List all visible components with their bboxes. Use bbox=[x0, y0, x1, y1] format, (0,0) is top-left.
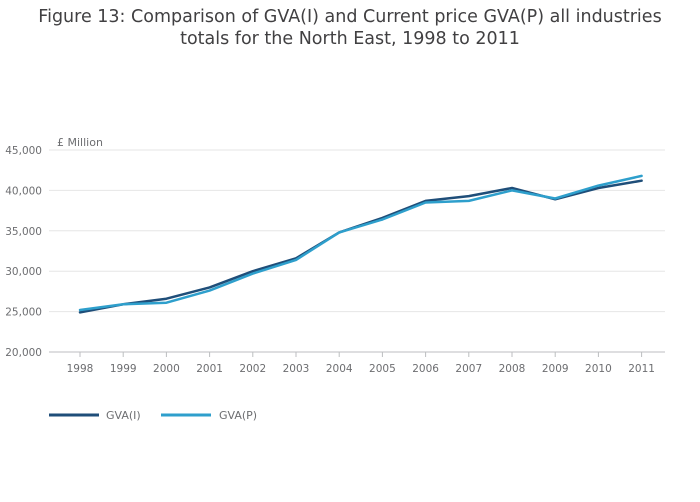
legend: GVA(I) GVA(P) bbox=[49, 409, 257, 422]
chart-title: Figure 13: Comparison of GVA(I) and Curr… bbox=[0, 6, 700, 50]
legend-label-gva-i: GVA(I) bbox=[106, 409, 141, 422]
grid-lines bbox=[49, 149, 665, 313]
x-tick-label: 1999 bbox=[110, 363, 137, 375]
chart-title-line-2: totals for the North East, 1998 to 2011 bbox=[180, 29, 520, 49]
x-axis-labels: 1998 1999 2000 2001 2002 2003 2004 2005 2006 2007… bbox=[67, 363, 655, 375]
chart-title-line-1: Figure 13: Comparison of GVA(I) and Curr… bbox=[38, 7, 662, 27]
x-tick-label: 2002 bbox=[239, 363, 266, 375]
x-tick-label: 2009 bbox=[542, 363, 569, 375]
x-tick-label: 1998 bbox=[67, 363, 94, 375]
x-tick-label: 2001 bbox=[196, 363, 223, 375]
y-tick-label: 20,000 bbox=[5, 347, 42, 359]
y-tick-label: 40,000 bbox=[5, 185, 42, 197]
x-tick-label: 2000 bbox=[153, 363, 180, 375]
y-axis: 20,000 25,000 30,000 35,000 40,000 45,000 £ Mi… bbox=[5, 136, 103, 359]
x-tick-label: 2005 bbox=[369, 363, 396, 375]
y-tick-label: 35,000 bbox=[5, 226, 42, 238]
y-tick-label: 25,000 bbox=[5, 307, 42, 319]
series-lines bbox=[78, 174, 643, 314]
legend-label-gva-p: GVA(P) bbox=[219, 409, 257, 422]
x-tick-label: 2007 bbox=[455, 363, 482, 375]
y-axis-unit-label: £ Million bbox=[57, 136, 103, 149]
y-tick-label: 30,000 bbox=[5, 266, 42, 278]
x-tick-label: 2004 bbox=[326, 363, 353, 375]
series-line-gva-p bbox=[78, 174, 643, 312]
x-axis bbox=[49, 351, 665, 357]
x-tick-label: 2003 bbox=[283, 363, 310, 375]
x-tick-label: 2008 bbox=[499, 363, 526, 375]
series-line-gva-i bbox=[78, 179, 643, 314]
x-tick-label: 2011 bbox=[628, 363, 655, 375]
x-tick-label: 2010 bbox=[585, 363, 612, 375]
y-tick-label: 45,000 bbox=[5, 145, 42, 157]
x-tick-label: 2006 bbox=[412, 363, 439, 375]
